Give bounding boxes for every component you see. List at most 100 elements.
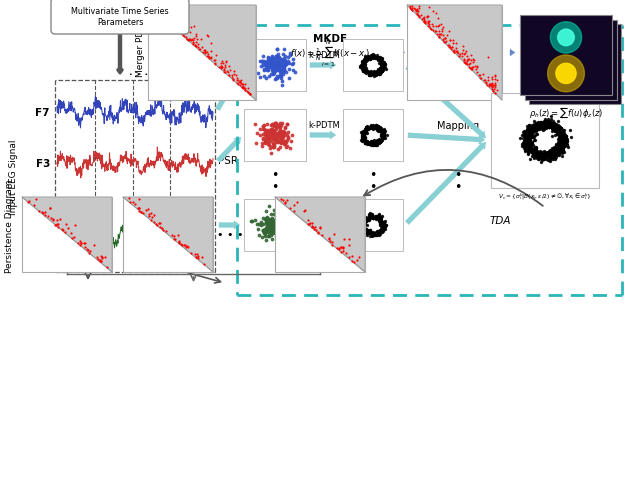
Point <box>60 229 70 237</box>
Point <box>274 130 284 138</box>
Point <box>147 5 157 12</box>
Point <box>266 126 276 134</box>
Point <box>447 37 458 45</box>
Point <box>364 72 374 80</box>
Point <box>262 67 272 75</box>
Point <box>373 66 383 74</box>
Point <box>280 62 290 70</box>
Point <box>374 212 384 220</box>
Point <box>559 136 570 144</box>
Point <box>271 233 281 240</box>
Point <box>533 123 543 131</box>
Point <box>362 222 372 229</box>
Point <box>237 84 248 91</box>
Point <box>365 55 375 63</box>
Point <box>551 123 561 131</box>
Point <box>378 61 388 69</box>
Point <box>271 227 282 234</box>
Point <box>549 149 559 157</box>
Point <box>476 75 486 83</box>
Point <box>358 68 369 75</box>
Point <box>557 130 568 137</box>
Point <box>523 125 533 133</box>
Point <box>358 220 369 228</box>
Point <box>179 34 189 41</box>
Point <box>358 221 368 229</box>
Circle shape <box>556 64 576 84</box>
Point <box>158 15 168 23</box>
Point <box>406 3 417 11</box>
Point <box>191 253 202 261</box>
Point <box>445 44 455 51</box>
Point <box>531 151 541 158</box>
Point <box>329 231 339 239</box>
Point <box>268 122 278 130</box>
Point <box>547 133 557 141</box>
Point <box>358 134 368 142</box>
Point <box>549 120 559 128</box>
Point <box>412 10 422 18</box>
Point <box>376 60 387 68</box>
Point <box>548 151 558 158</box>
Point <box>532 120 543 127</box>
Point <box>261 219 271 227</box>
Point <box>373 140 383 147</box>
Point <box>371 54 381 62</box>
Point <box>279 64 289 72</box>
Point <box>423 20 433 27</box>
Point <box>273 58 284 65</box>
Point <box>557 134 567 142</box>
Point <box>561 141 572 148</box>
Point <box>537 153 547 160</box>
Point <box>530 152 540 160</box>
Point <box>419 19 429 26</box>
Point <box>266 149 276 157</box>
Point <box>554 151 564 159</box>
Point <box>269 226 280 234</box>
Point <box>522 135 532 143</box>
Point <box>520 133 530 141</box>
Point <box>547 125 557 132</box>
Point <box>268 64 278 72</box>
Point <box>559 132 569 140</box>
Point <box>419 19 429 26</box>
Point <box>533 156 543 164</box>
Point <box>490 72 500 80</box>
Point <box>273 64 283 72</box>
Point <box>372 56 383 64</box>
Point <box>243 85 253 93</box>
Point <box>521 128 531 135</box>
Point <box>561 136 572 144</box>
Point <box>269 144 279 152</box>
Point <box>411 8 421 15</box>
Point <box>273 139 284 146</box>
Point <box>541 153 552 161</box>
Point <box>374 228 385 236</box>
Point <box>556 133 566 141</box>
Point <box>371 69 381 76</box>
Point <box>277 62 287 70</box>
Point <box>364 216 374 223</box>
Point <box>275 67 285 75</box>
Point <box>266 219 276 227</box>
Point <box>268 220 278 228</box>
Point <box>371 138 381 145</box>
Point <box>179 30 189 38</box>
Point <box>522 144 532 152</box>
Point <box>538 121 548 129</box>
Point <box>287 60 298 68</box>
Point <box>557 144 568 152</box>
Point <box>377 60 387 67</box>
Point <box>428 8 438 15</box>
Point <box>180 35 191 42</box>
Point <box>273 55 283 62</box>
Point <box>178 32 188 39</box>
Point <box>271 75 281 83</box>
Point <box>372 128 383 135</box>
Point <box>202 32 212 40</box>
Point <box>525 127 536 134</box>
Point <box>268 68 278 75</box>
Point <box>551 127 561 134</box>
Point <box>441 38 451 46</box>
Point <box>563 144 573 151</box>
